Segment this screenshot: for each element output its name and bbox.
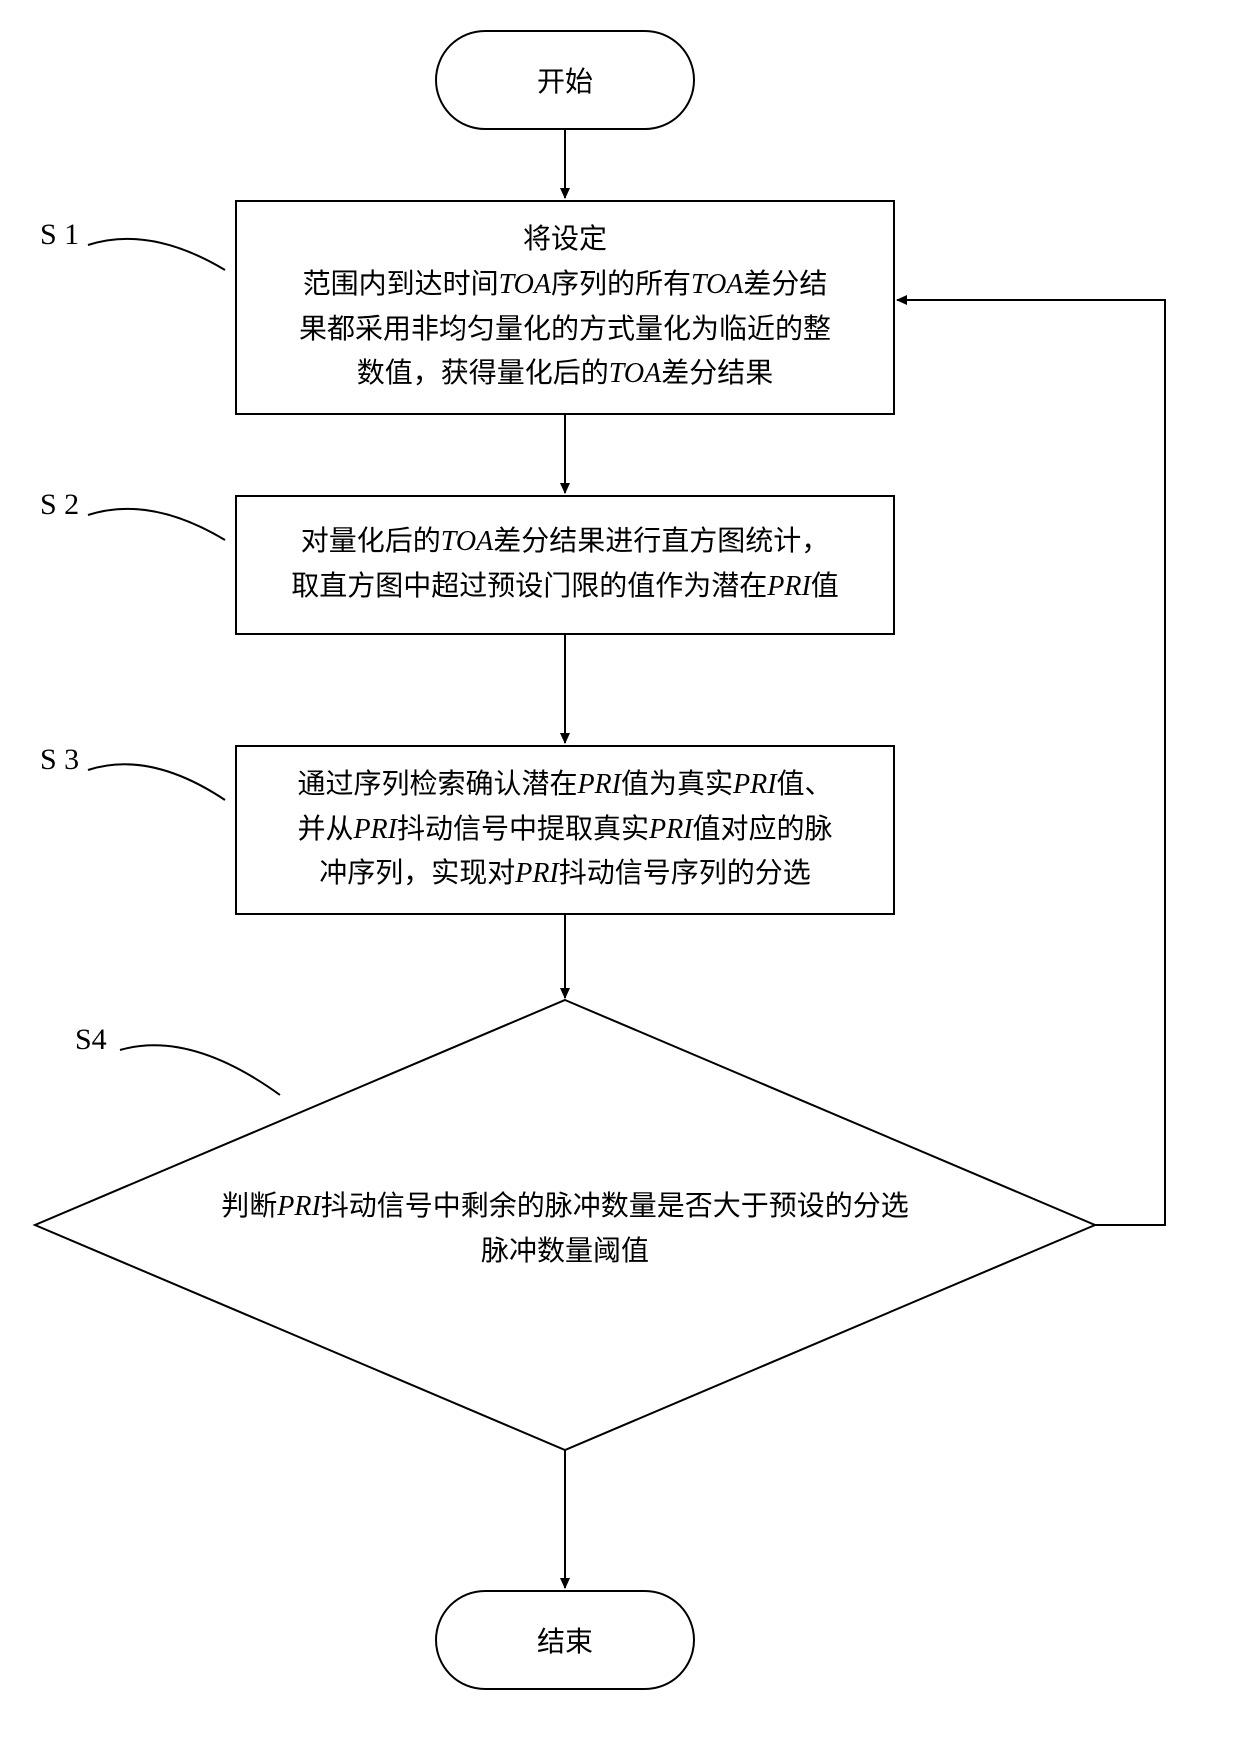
decision-s4: 判断PRI抖动信号中剩余的脉冲数量是否大于预设的分选 脉冲数量阈值 <box>35 1000 1095 1450</box>
step-label-s4: S4 <box>75 1023 107 1057</box>
terminal-end: 结束 <box>435 1590 695 1690</box>
process-s2: 对量化后的TOA差分结果进行直方图统计， 取直方图中超过预设门限的值作为潜在PR… <box>235 495 895 635</box>
step-label-s3: S 3 <box>40 743 79 777</box>
step-label-s2: S 2 <box>40 488 79 522</box>
terminal-start-label: 开始 <box>537 60 593 100</box>
process-s1: 将设定 范围内到达时间TOA序列的所有TOA差分结 果都采用非均匀量化的方式量化… <box>235 200 895 415</box>
label-arc-s2 <box>88 509 225 540</box>
terminal-start: 开始 <box>435 30 695 130</box>
label-arc-s3 <box>88 764 225 800</box>
label-arc-s1 <box>88 239 225 270</box>
process-s2-text: 对量化后的TOA差分结果进行直方图统计， 取直方图中超过预设门限的值作为潜在PR… <box>291 520 839 610</box>
step-label-s1: S 1 <box>40 218 79 252</box>
decision-s4-text: 判断PRI抖动信号中剩余的脉冲数量是否大于预设的分选 脉冲数量阈值 <box>35 1185 1095 1275</box>
process-s3: 通过序列检索确认潜在PRI值为真实PRI值、 并从PRI抖动信号中提取真实PRI… <box>235 745 895 915</box>
process-s3-text: 通过序列检索确认潜在PRI值为真实PRI值、 并从PRI抖动信号中提取真实PRI… <box>297 763 832 897</box>
process-s1-text: 将设定 范围内到达时间TOA序列的所有TOA差分结 果都采用非均匀量化的方式量化… <box>299 218 831 397</box>
terminal-end-label: 结束 <box>537 1620 593 1660</box>
